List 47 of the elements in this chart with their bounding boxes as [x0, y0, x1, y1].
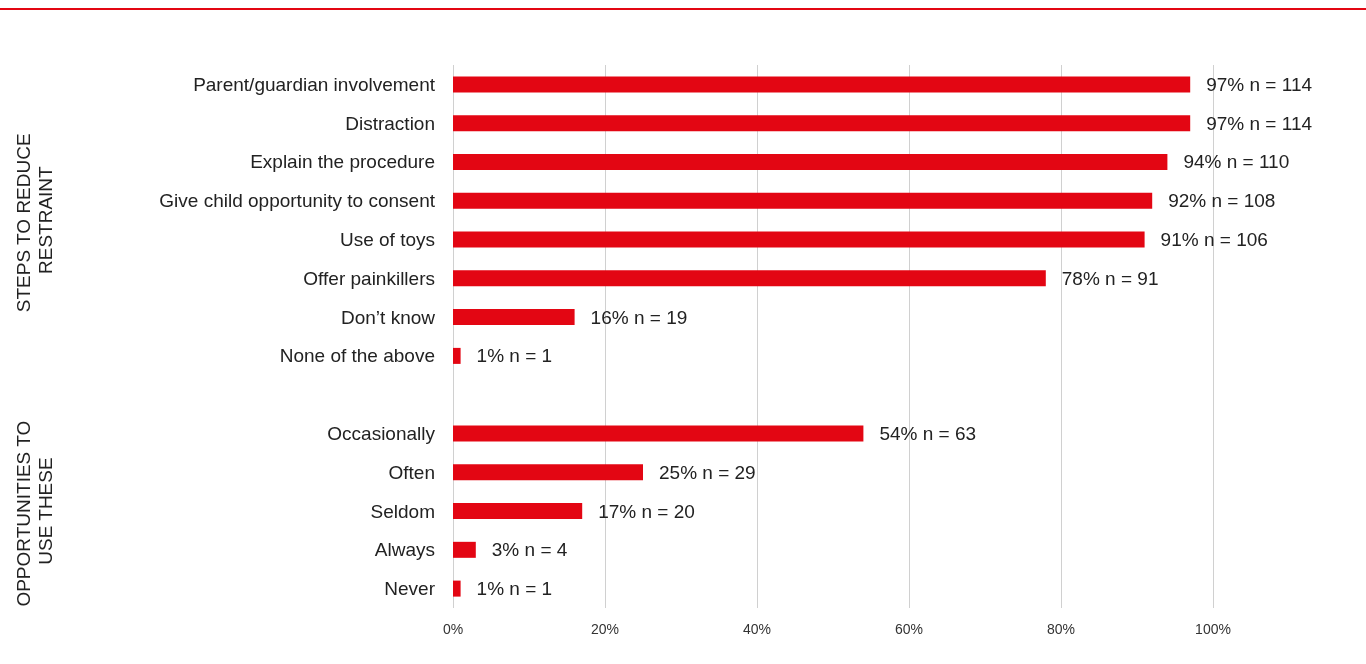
y-tick-label: Distraction: [345, 112, 435, 134]
y-tick-label: Don’t know: [341, 306, 436, 328]
bar: [453, 425, 864, 442]
bar: [453, 464, 643, 481]
bar: [453, 231, 1145, 248]
bar: [453, 503, 583, 520]
y-tick-label: Often: [388, 461, 435, 483]
y-tick-label: Give child opportunity to consent: [159, 190, 436, 212]
y-tick-label: Always: [374, 539, 435, 561]
data-label: 17% n = 20: [598, 500, 695, 522]
bar: [453, 541, 476, 558]
y-tick-label: None of the above: [279, 345, 435, 367]
bar: [453, 347, 461, 364]
y-tick-label: Use of toys: [339, 229, 435, 251]
y-tick-label: Seldom: [370, 500, 435, 522]
data-label: 92% n = 108: [1168, 190, 1276, 212]
data-label: 94% n = 110: [1183, 151, 1290, 173]
bar: [453, 192, 1153, 209]
bar: [453, 270, 1046, 287]
data-label: 97% n = 114: [1206, 112, 1313, 134]
data-label: 78% n = 91: [1061, 267, 1159, 289]
bar: [453, 309, 575, 326]
x-tick-label: 40%: [742, 621, 772, 637]
data-label: 1% n = 1: [476, 578, 553, 600]
data-label: 3% n = 4: [491, 539, 568, 561]
x-tick-label: 60%: [894, 621, 924, 637]
x-tick-label: 20%: [590, 621, 620, 637]
data-label: 54% n = 63: [879, 422, 977, 444]
y-tick-label: Occasionally: [327, 422, 436, 444]
data-label: 16% n = 19: [590, 306, 688, 328]
x-tick-label: 0%: [442, 621, 464, 637]
y-tick-label: Parent/guardian involvement: [193, 73, 436, 95]
data-label: 97% n = 114: [1206, 73, 1313, 95]
bar: [453, 76, 1191, 93]
bar: [453, 580, 461, 597]
data-label: 1% n = 1: [476, 345, 553, 367]
x-tick-label: 100%: [1195, 621, 1231, 637]
y-tick-label: Offer painkillers: [303, 267, 435, 289]
y-tick-label: Never: [384, 578, 436, 600]
data-label: 25% n = 29: [659, 461, 756, 483]
x-tick-label: 80%: [1046, 621, 1076, 637]
y-tick-label: Explain the procedure: [250, 151, 435, 173]
text: STEPS TO REDUCE RESTRAINT: [12, 128, 56, 313]
bar: [453, 153, 1168, 170]
bar: [453, 115, 1191, 132]
text: OPPORTUNITIES TO USE THESE: [12, 415, 56, 607]
data-label: 91% n = 106: [1160, 229, 1268, 251]
